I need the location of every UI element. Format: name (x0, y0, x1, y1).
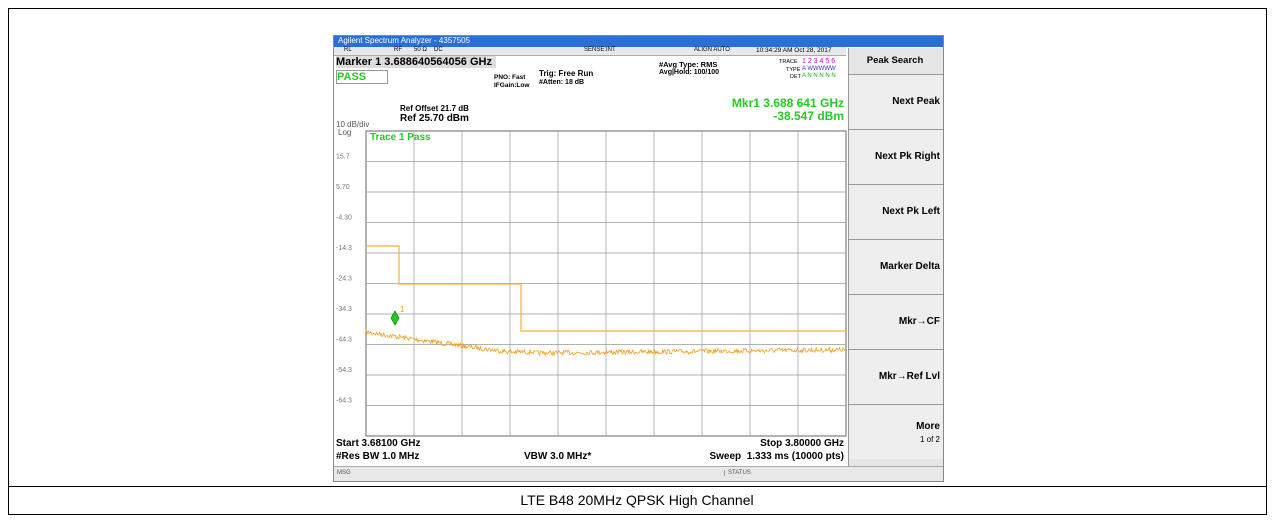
frame (8, 8, 1267, 515)
type-label: TYPE (786, 67, 801, 73)
marker-diamond (390, 310, 400, 326)
det-val: A N N N N N (802, 73, 836, 79)
y-label: 15.7 (336, 154, 350, 161)
softkey-label: Next Peak (892, 96, 940, 107)
softkey-button[interactable]: Next Pk Left (849, 184, 943, 239)
y-label: -4.30 (336, 215, 352, 222)
ref-level: Ref 25.70 dBm (400, 113, 469, 124)
scale-type: Log (338, 128, 352, 137)
marker-number: 1 (400, 305, 405, 314)
softkey-label: More (916, 421, 940, 432)
trig: Trig: Free Run (539, 69, 594, 78)
y-label: -14.3 (336, 245, 352, 252)
y-label: 5.70 (336, 184, 350, 191)
softkey-label: Next Pk Right (874, 151, 940, 162)
softkey-button[interactable]: Mkr→CF (849, 294, 943, 349)
coupling: DC (434, 47, 443, 53)
stop-freq: Stop 3.80000 GHz (760, 438, 844, 449)
msg-bar (334, 466, 943, 481)
rl: RL (344, 47, 352, 53)
softkey-button[interactable]: Next Pk Right (849, 129, 943, 184)
softkey-sub: 1 of 2 (919, 435, 940, 444)
trace-status: Trace 1 Pass (370, 132, 431, 143)
atten: #Atten: 18 dB (539, 79, 585, 86)
avg-hold: Avg|Hold: 100/100 (659, 69, 720, 76)
marker-amp: -38.547 dBm (773, 109, 844, 123)
ifgain: IFGain:Low (494, 82, 530, 89)
res-bw: #Res BW 1.0 MHz (336, 451, 420, 462)
det-label: DET (790, 74, 801, 80)
softkey-button[interactable]: Next Peak (849, 74, 943, 129)
softkey-panel: Peak Search Next Peak Next Pk Right Next P… (848, 48, 943, 466)
pno: PNO: Fast (494, 74, 526, 81)
y-label: -44.3 (336, 337, 352, 344)
sweep: Sweep 1.333 ms (10000 pts) (709, 451, 844, 462)
pass-label: PASS (336, 70, 388, 84)
limit-line (366, 245, 846, 332)
window-title: Agilent Spectrum Analyzer - 4357505 (338, 36, 471, 45)
softkey-label: Mkr→Ref Lvl (878, 371, 940, 382)
softkey-title: Peak Search (866, 55, 924, 66)
status: STATUS (724, 470, 751, 476)
rf: RF (394, 47, 402, 53)
align: ALIGN AUTO (694, 47, 730, 53)
marker-freq: Mkr1 3.688 641 GHz (731, 96, 844, 110)
vbw: VBW 3.0 MHz* (524, 451, 592, 462)
y-label: -34.3 (336, 306, 352, 313)
status-row (334, 47, 846, 56)
trace-label: TRACE (779, 59, 798, 65)
trace (365, 329, 846, 357)
type-val: A WWWWW (802, 66, 836, 72)
caption: LTE B48 20MHz QPSK High Channel (520, 492, 754, 508)
softkey-button[interactable]: Mkr→Ref Lvl (849, 349, 943, 404)
impedance: 50 Ω (414, 47, 427, 53)
start-freq: Start 3.68100 GHz (336, 438, 421, 449)
avg-type: #Avg Type: RMS (659, 60, 718, 69)
scale: 10 dB/div (336, 120, 370, 129)
sense: SENSE:INT (584, 47, 616, 53)
softkey-label: Next Pk Left (882, 206, 940, 217)
y-label: -64.3 (336, 398, 352, 405)
ref-offset: Ref Offset 21.7 dB (400, 104, 469, 113)
trace-nums: 1 2 3 4 5 6 (802, 58, 836, 65)
datetime: 10:34:29 AM Oct 28, 2017 (756, 47, 832, 54)
y-label: -54.3 (336, 367, 352, 374)
softkey-label: Mkr→CF (898, 316, 940, 327)
softkey-button[interactable]: More 1 of 2 (849, 404, 943, 459)
screenshot: Agilent Spectrum Analyzer - 4357505 RL R… (333, 35, 944, 482)
msg: MSG (337, 470, 351, 476)
y-label: -24.3 (336, 276, 352, 283)
softkey-button[interactable]: Marker Delta (849, 239, 943, 294)
caption-rule (8, 486, 1266, 487)
marker-readout: Marker 1 3.688640564056 GHz (336, 56, 496, 68)
title-bar (334, 36, 943, 47)
softkey-label: Marker Delta (879, 261, 940, 272)
spectrum-plot: 1 Trace 1 Pass 15.7 5.70 -4.30 -14.3 -24.3 -3… (336, 130, 847, 437)
